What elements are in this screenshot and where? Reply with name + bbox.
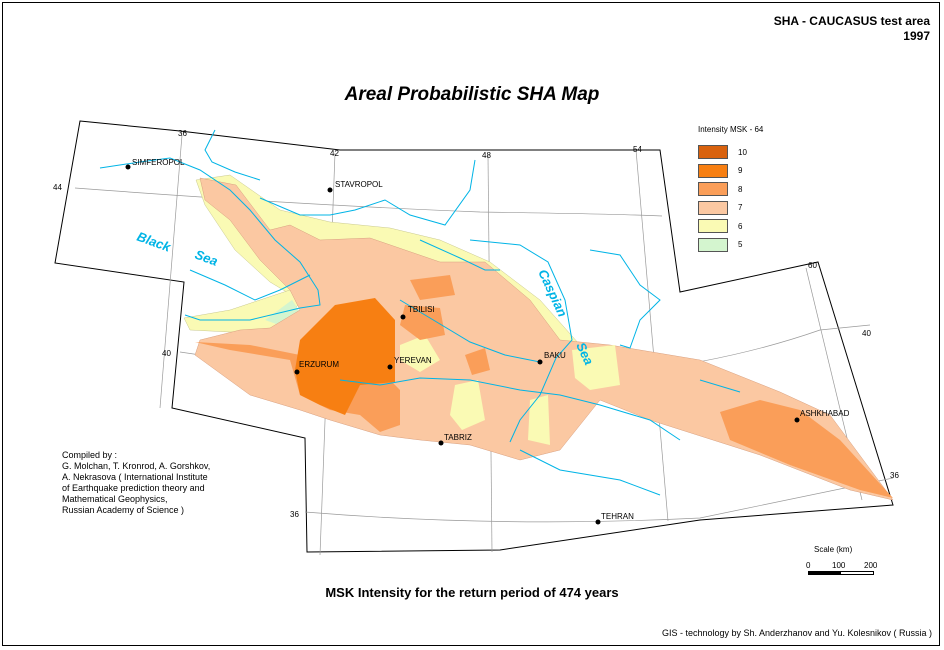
legend-item: 10 — [698, 143, 763, 162]
lon-label-60: 60 — [808, 261, 817, 270]
legend-item: 7 — [698, 199, 763, 218]
city-dot-stavropol — [327, 187, 333, 193]
legend-label: 10 — [738, 147, 747, 157]
header-title: SHA - CAUCASUS test area — [773, 14, 930, 28]
city-dot-baku — [537, 359, 543, 365]
intensity-zone-6-patch-b — [450, 380, 485, 430]
city-label-yerevan: YEREVAN — [394, 356, 432, 365]
city-dot-tabriz — [438, 440, 444, 446]
scale-title: Scale (km) — [814, 545, 853, 554]
scale-bar-graphic — [808, 571, 874, 575]
legend-label: 7 — [738, 203, 743, 213]
intensity-zone-6-patch-a — [400, 335, 440, 372]
header: SHA - CAUCASUS test area 1997 — [774, 14, 930, 44]
credits-line: G. Molchan, T. Kronrod, A. Gorshkov, — [62, 461, 211, 471]
legend-swatch-10 — [698, 145, 728, 160]
legend-label: 8 — [738, 184, 743, 194]
legend-label: 9 — [738, 166, 743, 176]
map-subtitle: MSK Intensity for the return period of 4… — [325, 585, 619, 600]
scale-tick: 200 — [864, 561, 878, 570]
city-dot-ashkhabad — [794, 417, 800, 423]
city-label-tbilisi: TBILISI — [408, 305, 435, 314]
city-dot-erzurum — [294, 369, 300, 375]
legend-item: 6 — [698, 217, 763, 236]
intensity-zone-9 — [295, 298, 395, 415]
city-label-ashkhabad: ASHKHABAD — [800, 409, 850, 418]
city-label-erzurum: ERZURUM — [299, 360, 339, 369]
legend-swatch-9 — [698, 163, 728, 178]
legend-item: 9 — [698, 162, 763, 181]
city-dot-tehran — [595, 519, 601, 525]
lat-label-36: 36 — [290, 510, 299, 519]
city-label-baku: BAKU — [544, 351, 566, 360]
scale-tick: 100 — [832, 561, 846, 570]
credits-line: Mathematical Geophysics, — [62, 494, 168, 504]
credits: Compiled by : G. Molchan, T. Kronrod, A.… — [62, 450, 252, 516]
legend-item: 8 — [698, 180, 763, 199]
lat-label-40-east: 40 — [862, 329, 871, 338]
legend-title: Intensity MSK - 64 — [698, 125, 764, 134]
lon-label-36: 36 — [178, 129, 187, 138]
legend-item: 5 — [698, 236, 763, 255]
lat-label-36-east: 36 — [890, 471, 899, 480]
city-dot-tbilisi — [400, 314, 406, 320]
map-title: Areal Probabilistic SHA Map — [344, 84, 600, 105]
credits-line: Russian Academy of Science ) — [62, 505, 185, 515]
intensity-zone-8-tbilisi — [400, 305, 445, 340]
city-dot-yerevan — [387, 364, 393, 370]
lat-label-40: 40 — [162, 349, 171, 358]
city-label-simferopol: SIMFEROPOL — [132, 158, 185, 167]
lat-label-44: 44 — [53, 183, 62, 192]
legend-swatch-7 — [698, 200, 728, 215]
lon-label-48: 48 — [482, 151, 491, 160]
intensity-zone-6-patch-c — [572, 345, 620, 390]
legend-label: 6 — [738, 221, 743, 231]
city-label-tabriz: TABRIZ — [444, 433, 472, 442]
header-year: 1997 — [903, 29, 930, 43]
rivers-coastlines — [99, 129, 741, 496]
intensity-zone-6-patch-d — [528, 395, 550, 445]
legend-swatch-5 — [698, 237, 728, 252]
city-label-stavropol: STAVROPOL — [335, 180, 383, 189]
scale-tick: 0 — [806, 561, 811, 570]
legend-swatch-6 — [698, 219, 728, 234]
legend-label: 5 — [738, 240, 743, 250]
black-sea-label-2: Sea — [193, 247, 220, 269]
city-label-tehran: TEHRAN — [601, 512, 634, 521]
gis-credit: GIS - technology by Sh. Anderzhanov and … — [662, 628, 932, 638]
credits-line: Compiled by : — [62, 450, 118, 460]
lon-label-42: 42 — [330, 149, 339, 158]
credits-line: A. Nekrasova ( International Institute — [62, 472, 208, 482]
credits-line: of Earthquake prediction theory and — [62, 483, 205, 493]
intensity-zone-8-ashkhabad — [720, 400, 893, 498]
legend: Intensity MSK - 64 10 9 8 7 6 5 — [698, 125, 763, 254]
intensity-zone-8-north — [410, 275, 455, 300]
city-dot-simferopol — [125, 164, 131, 170]
legend-swatch-8 — [698, 182, 728, 197]
lon-label-54: 54 — [633, 145, 642, 154]
intensity-zone-8-kura — [465, 348, 490, 375]
intensity-zone-5 — [265, 300, 300, 326]
